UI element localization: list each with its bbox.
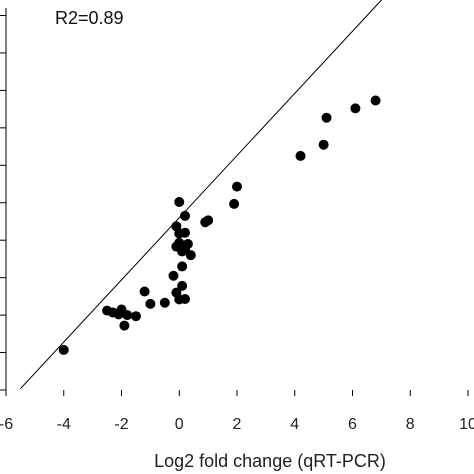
data-point-34 — [321, 112, 332, 123]
x-tick-label-2: -2 — [114, 416, 128, 433]
data-point-25 — [180, 210, 191, 221]
x-tick-label-3: 0 — [175, 416, 184, 433]
data-point-33 — [318, 139, 329, 150]
data-points — [58, 95, 381, 355]
y-axis-ticks — [0, 14, 6, 391]
trendline — [20, 0, 383, 390]
data-point-10 — [159, 297, 170, 308]
data-point-14 — [177, 280, 188, 291]
data-point-5 — [119, 320, 130, 331]
data-point-11 — [168, 270, 179, 281]
data-point-7 — [130, 311, 141, 322]
data-point-29 — [203, 215, 214, 226]
data-point-24 — [174, 196, 185, 207]
x-tick-label-0: -6 — [0, 416, 13, 433]
x-axis-ticks — [5, 390, 469, 396]
x-axis-tick-labels: -6 -4 -2 0 2 4 6 8 10 — [0, 416, 474, 433]
data-point-32 — [295, 150, 306, 161]
x-axis-title: Log2 fold change (qRT-PCR) — [154, 451, 386, 471]
data-point-31 — [232, 181, 242, 192]
x-tick-label-8: 10 — [459, 416, 474, 433]
data-point-15 — [180, 293, 191, 304]
data-point-26 — [182, 238, 193, 249]
data-point-27 — [185, 250, 196, 261]
x-tick-label-6: 6 — [348, 416, 357, 433]
data-point-23 — [180, 227, 191, 238]
x-tick-label-7: 8 — [406, 416, 415, 433]
data-point-36 — [370, 95, 381, 106]
x-tick-label-4: 2 — [233, 416, 242, 433]
data-point-35 — [350, 103, 361, 114]
data-point-22 — [177, 261, 188, 272]
r-squared-annotation: R2=0.89 — [55, 8, 124, 28]
data-point-30 — [229, 198, 240, 209]
data-point-9 — [145, 298, 156, 309]
data-point-8 — [139, 286, 150, 297]
x-tick-label-5: 4 — [290, 416, 299, 433]
data-point-6 — [122, 310, 133, 321]
x-tick-label-1: -4 — [57, 416, 71, 433]
data-point-17 — [174, 237, 185, 248]
data-point-0 — [58, 344, 69, 355]
